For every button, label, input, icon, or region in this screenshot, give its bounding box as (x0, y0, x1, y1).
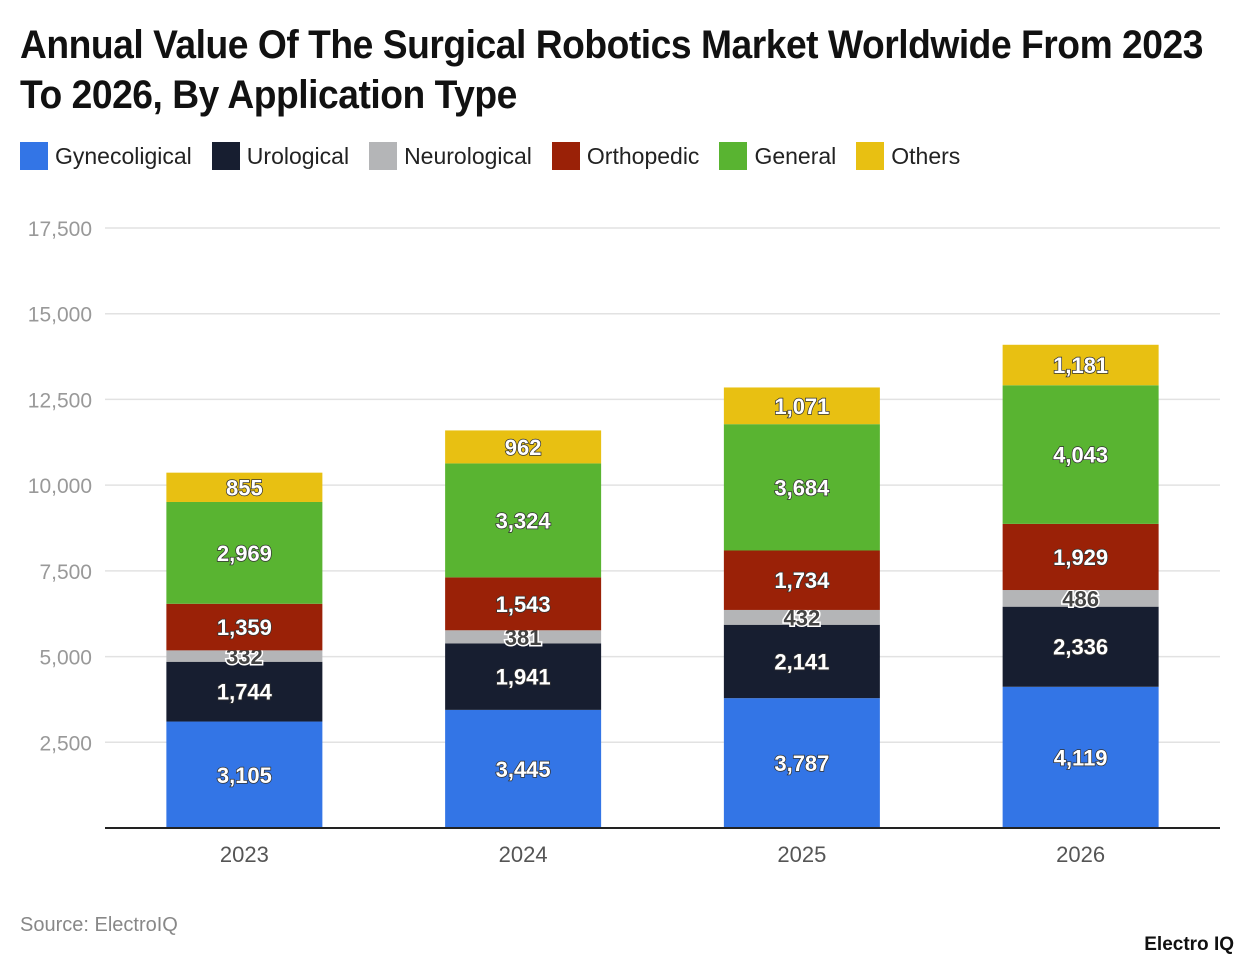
data-label: 1,941 (496, 665, 551, 690)
y-tick-label: 17,500 (28, 218, 92, 241)
y-tick-label: 15,000 (28, 304, 92, 327)
data-label: 962 (505, 435, 542, 460)
data-label: 3,105 (217, 763, 272, 788)
bar-segment (445, 709, 602, 828)
data-label: 3,324 (496, 508, 552, 533)
data-label: 1,543 (496, 592, 551, 617)
y-tick-label: 2,500 (39, 732, 92, 755)
bar-segment (166, 501, 323, 604)
bar-segment (445, 577, 602, 631)
data-label: 486 (1062, 586, 1099, 611)
legend-swatch (211, 142, 240, 170)
legend-swatch (719, 142, 748, 170)
data-label: 2,336 (1053, 635, 1108, 660)
bar-segment (166, 603, 323, 651)
bar-segment (166, 721, 323, 828)
legend-swatch (856, 142, 885, 170)
bar-segment (445, 643, 602, 710)
legend-swatch (20, 142, 48, 170)
chart-title: Annual Value Of The Surgical Robotics Ma… (20, 23, 1203, 117)
x-tick-label: 2026 (1056, 842, 1105, 867)
data-label: 1,359 (217, 615, 272, 640)
bar-segment (1002, 606, 1159, 687)
bar-segment (166, 472, 323, 502)
x-tick-label: 2024 (499, 842, 548, 867)
legend-label: Neurological (404, 142, 532, 169)
y-tick-label: 5,000 (39, 647, 92, 670)
source-note: Source: ElectroIQ (20, 914, 178, 936)
data-label: 1,734 (774, 568, 830, 593)
data-label: 3,445 (496, 757, 551, 782)
bar-segment (445, 430, 602, 464)
bar-segment (1002, 590, 1159, 607)
legend-label: Others (891, 142, 961, 169)
bar-segment (1002, 686, 1159, 828)
legend-label: General (754, 142, 837, 169)
data-label: 855 (226, 475, 263, 500)
bar-segment (723, 698, 880, 828)
bar-segment (723, 624, 880, 699)
bar-segment (723, 609, 880, 625)
data-label: 3,787 (774, 751, 829, 776)
legend-item: Gynecoligical (20, 142, 192, 170)
y-tick-label: 7,500 (39, 561, 92, 584)
data-label: 1,071 (774, 394, 829, 419)
bar-segment (445, 463, 602, 578)
bar-segment (1002, 344, 1159, 386)
legend-label: Orthopedic (586, 142, 700, 169)
bar-segment (166, 661, 323, 722)
bar-segment (445, 630, 602, 644)
data-label: 3,684 (774, 475, 830, 500)
legend-item: Others (856, 142, 960, 170)
data-label: 4,119 (1054, 745, 1108, 770)
x-tick-label: 2023 (220, 842, 269, 867)
data-label: 1,744 (217, 680, 273, 705)
legend: Gynecoligical Urological Neurological Ortho… (20, 142, 960, 170)
data-label: 4,043 (1053, 443, 1108, 468)
data-label: 1,181 (1053, 353, 1108, 378)
data-label: 2,141 (774, 649, 829, 674)
bar-segment (723, 550, 880, 610)
legend-item: Neurological (369, 142, 532, 170)
legend-label: Urological (246, 142, 350, 169)
bar-segment (1002, 523, 1159, 591)
electroiq-logo: Electro IQ (1144, 934, 1234, 955)
legend-swatch (551, 142, 580, 170)
legend-swatch (369, 142, 398, 170)
data-label: 1,929 (1053, 545, 1108, 570)
bar-segment (1002, 385, 1159, 524)
legend-item: Urological (211, 142, 350, 170)
y-tick-label: 10,000 (28, 475, 92, 498)
legend-item: General (719, 142, 836, 170)
legend-label: Gynecoligical (55, 142, 192, 169)
x-tick-label: 2025 (777, 842, 826, 867)
bar-segment (723, 424, 880, 551)
y-tick-label: 12,500 (28, 389, 92, 412)
legend-item: Orthopedic (551, 142, 700, 170)
data-label: 2,969 (217, 541, 272, 566)
bar-segment (723, 387, 880, 425)
bar-segment (166, 650, 323, 662)
